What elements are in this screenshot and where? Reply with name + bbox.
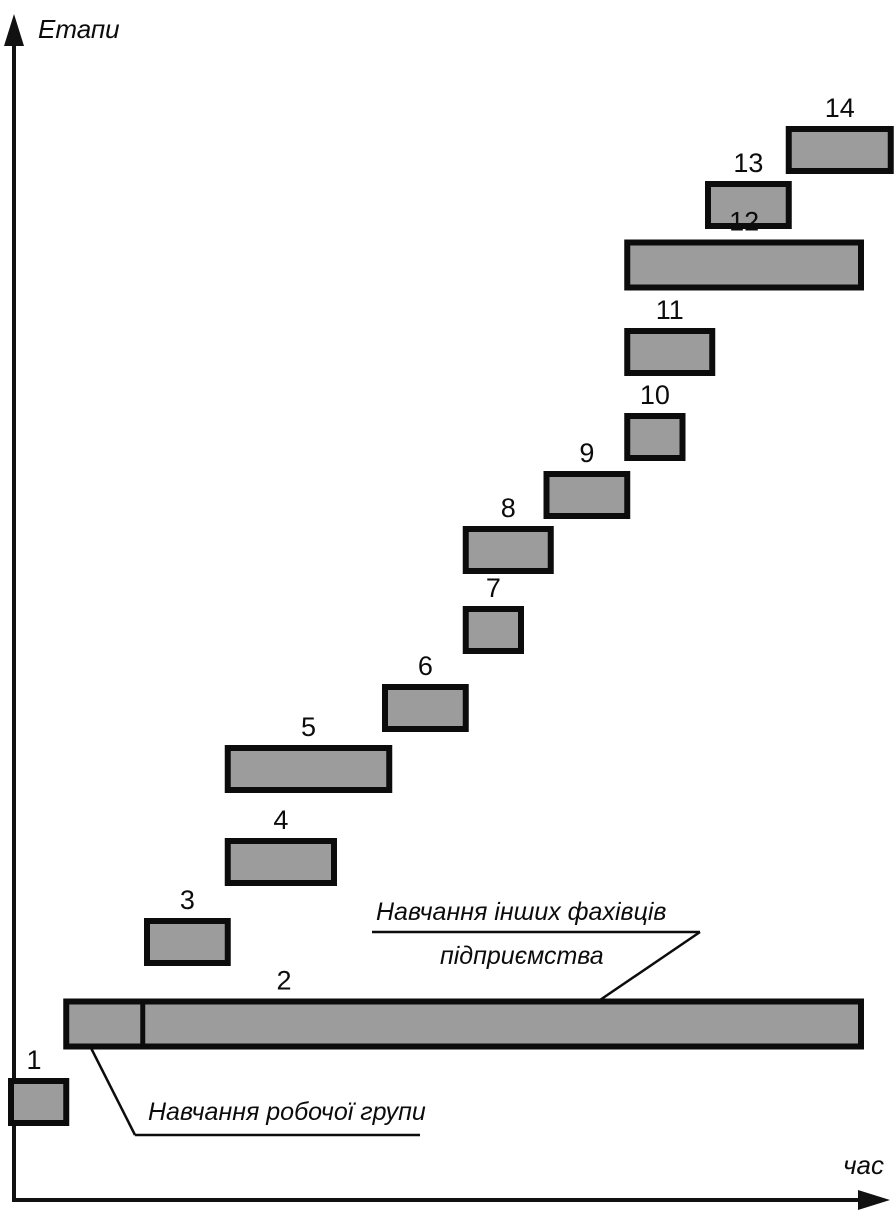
x-axis-label: час: [843, 1150, 884, 1180]
task-bars: [8, 126, 894, 1126]
task-bar-3: [144, 918, 231, 966]
task-label-8: 8: [501, 493, 516, 523]
task-label-5: 5: [301, 712, 316, 742]
annotation-work-group-text: Навчання робочої групи: [148, 1098, 426, 1126]
task-label-3: 3: [180, 885, 195, 915]
task-label-13: 13: [733, 148, 763, 178]
x-axis: час: [14, 1150, 890, 1210]
task-bar-11: [624, 328, 716, 376]
task-label-4: 4: [273, 805, 288, 835]
annotation-work-group-leader: [88, 1045, 137, 1136]
y-axis-label: Етапи: [38, 14, 120, 44]
task-label-10: 10: [640, 380, 670, 410]
task-bar-8: [462, 526, 554, 574]
task-label-11: 11: [656, 295, 684, 325]
y-axis-arrow: [4, 14, 24, 46]
annotation-other-specialists: Навчання інших фахівців підприємства: [372, 898, 701, 1002]
task-bar-12: [624, 239, 864, 291]
task-label-2: 2: [276, 966, 291, 996]
annotation-other-specialists-line1: Навчання інших фахівців: [376, 898, 666, 926]
task-bar-10: [624, 413, 686, 461]
annotation-work-group: Навчання робочої групи: [88, 1045, 426, 1137]
task-bar-5: [224, 745, 393, 793]
task-bar-6: [382, 684, 469, 732]
task-bar-2: [63, 998, 864, 1050]
task-label-14: 14: [825, 93, 855, 123]
task-bar-4: [224, 838, 337, 886]
task-label-7: 7: [486, 573, 501, 603]
annotation-other-specialists-line2: підприємства: [440, 942, 604, 970]
task-bar-13: [705, 181, 792, 229]
annotation-other-specialists-leader: [599, 930, 701, 1002]
task-bar-1: [8, 1078, 70, 1126]
task-label-6: 6: [418, 651, 433, 681]
y-axis: Етапи: [4, 14, 120, 1202]
x-axis-arrow: [858, 1190, 890, 1210]
task-bar-9: [543, 471, 631, 519]
task-label-1: 1: [26, 1045, 41, 1075]
task-label-9: 9: [579, 438, 594, 468]
task-bar-7: [462, 606, 524, 654]
task-label-12: 12: [729, 207, 759, 237]
task-bar-14: [785, 126, 894, 174]
